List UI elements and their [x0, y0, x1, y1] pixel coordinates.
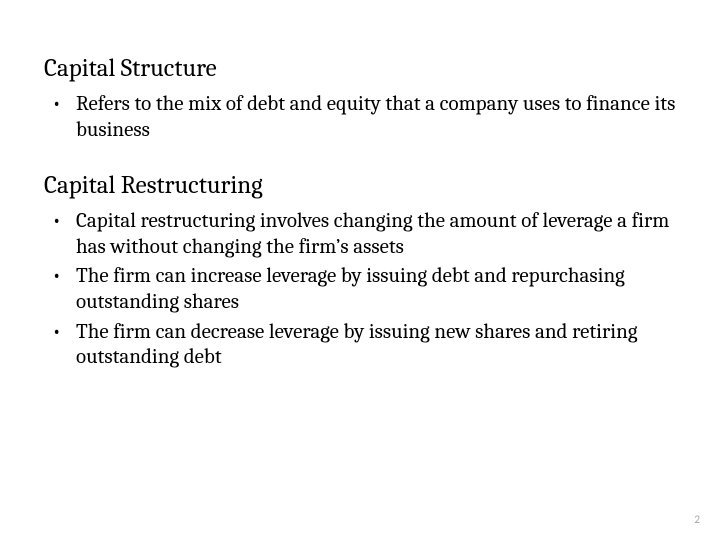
list-item: The firm can decrease leverage by issuin…	[74, 320, 676, 371]
section-capital-structure: Capital Structure Refers to the mix of d…	[44, 54, 676, 143]
bullet-list-capital-structure: Refers to the mix of debt and equity tha…	[44, 92, 676, 143]
bullet-list-capital-restructuring: Capital restructuring involves changing …	[44, 209, 676, 371]
heading-capital-restructuring: Capital Restructuring	[44, 171, 676, 201]
section-capital-restructuring: Capital Restructuring Capital restructur…	[44, 171, 676, 371]
list-item: Capital restructuring involves changing …	[74, 209, 676, 260]
heading-capital-structure: Capital Structure	[44, 54, 676, 84]
list-item: Refers to the mix of debt and equity tha…	[74, 92, 676, 143]
page-number: 2	[694, 513, 700, 526]
slide: Capital Structure Refers to the mix of d…	[0, 0, 720, 540]
list-item: The firm can increase leverage by issuin…	[74, 264, 676, 315]
